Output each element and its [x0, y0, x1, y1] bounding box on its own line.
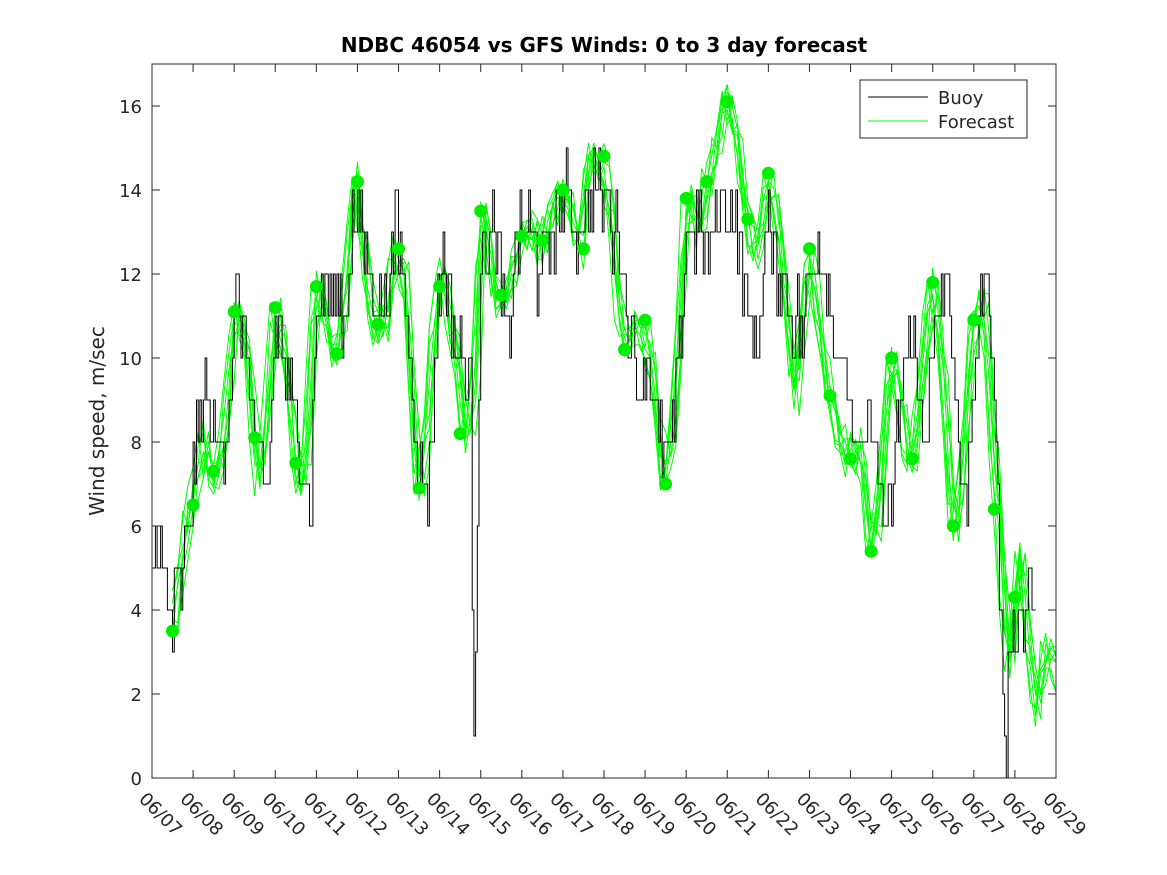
y-tick-label: 4: [131, 601, 142, 622]
forecast-point-30: [761, 166, 775, 180]
forecast-points: [166, 95, 1022, 638]
y-axis: 0 2 4 6 8 10 12 14 16: [119, 97, 1056, 790]
forecast-point-17: [494, 288, 508, 302]
forecast-point-16: [474, 204, 488, 218]
y-tick-label: 10: [119, 349, 142, 370]
legend: Buoy Forecast: [859, 79, 1028, 139]
forecast-point-20: [556, 183, 570, 197]
forecast-point-32: [823, 389, 837, 403]
forecast-point-21: [577, 242, 590, 256]
forecast-point-25: [659, 477, 673, 491]
forecast-point-11: [371, 317, 385, 331]
forecast-point-35: [885, 351, 899, 365]
y-tick-label: 8: [131, 433, 142, 454]
forecast-point-26: [679, 191, 693, 205]
y-axis-label: Wind speed, m/sec: [85, 326, 109, 516]
forecast-line-8: [172, 104, 1057, 692]
forecast-point-1: [166, 624, 179, 638]
forecast-point-13: [412, 481, 426, 495]
y-tick-label: 16: [119, 97, 142, 118]
buoy-line: [152, 147, 1036, 779]
chart-title: NDBC 46054 vs GFS Winds: 0 to 3 day fore…: [341, 33, 868, 57]
forecast-point-10: [351, 175, 364, 189]
forecast-point-9: [330, 347, 344, 361]
legend-buoy-label: Buoy: [938, 88, 984, 109]
forecast-point-5: [248, 431, 262, 445]
forecast-point-12: [392, 242, 405, 256]
forecast-point-2: [186, 498, 200, 512]
legend-box: [859, 79, 1028, 139]
forecast-point-29: [741, 212, 755, 226]
legend-forecast-label: Forecast: [938, 112, 1014, 133]
forecast-point-36: [905, 452, 919, 466]
forecast-point-4: [227, 305, 241, 319]
forecast-point-15: [453, 427, 467, 441]
forecast-point-38: [946, 519, 960, 533]
forecast-point-33: [844, 452, 857, 466]
y-tick-label: 14: [119, 181, 142, 202]
forecast-point-34: [864, 544, 878, 558]
y-tick-label: 6: [131, 517, 142, 538]
forecast-point-19: [535, 233, 549, 247]
forecast-point-41: [1008, 590, 1022, 604]
forecast-point-24: [638, 313, 652, 327]
forecast-point-31: [803, 242, 816, 256]
forecast-point-40: [987, 502, 1001, 516]
forecast-point-3: [207, 464, 221, 478]
forecast-point-28: [720, 95, 734, 109]
forecast-point-6: [268, 301, 282, 315]
y-tick-label: 2: [131, 685, 142, 706]
forecast-point-37: [926, 275, 940, 289]
forecast-point-39: [967, 313, 981, 327]
forecast-point-18: [515, 229, 529, 243]
y-tick-label: 0: [131, 769, 142, 790]
forecast-point-14: [433, 280, 447, 294]
forecast-point-22: [597, 149, 611, 163]
y-tick-label: 12: [119, 265, 142, 286]
forecast-point-27: [700, 175, 714, 189]
forecast-point-8: [309, 280, 323, 294]
forecast-point-7: [289, 456, 303, 470]
forecast-point-23: [618, 343, 631, 357]
